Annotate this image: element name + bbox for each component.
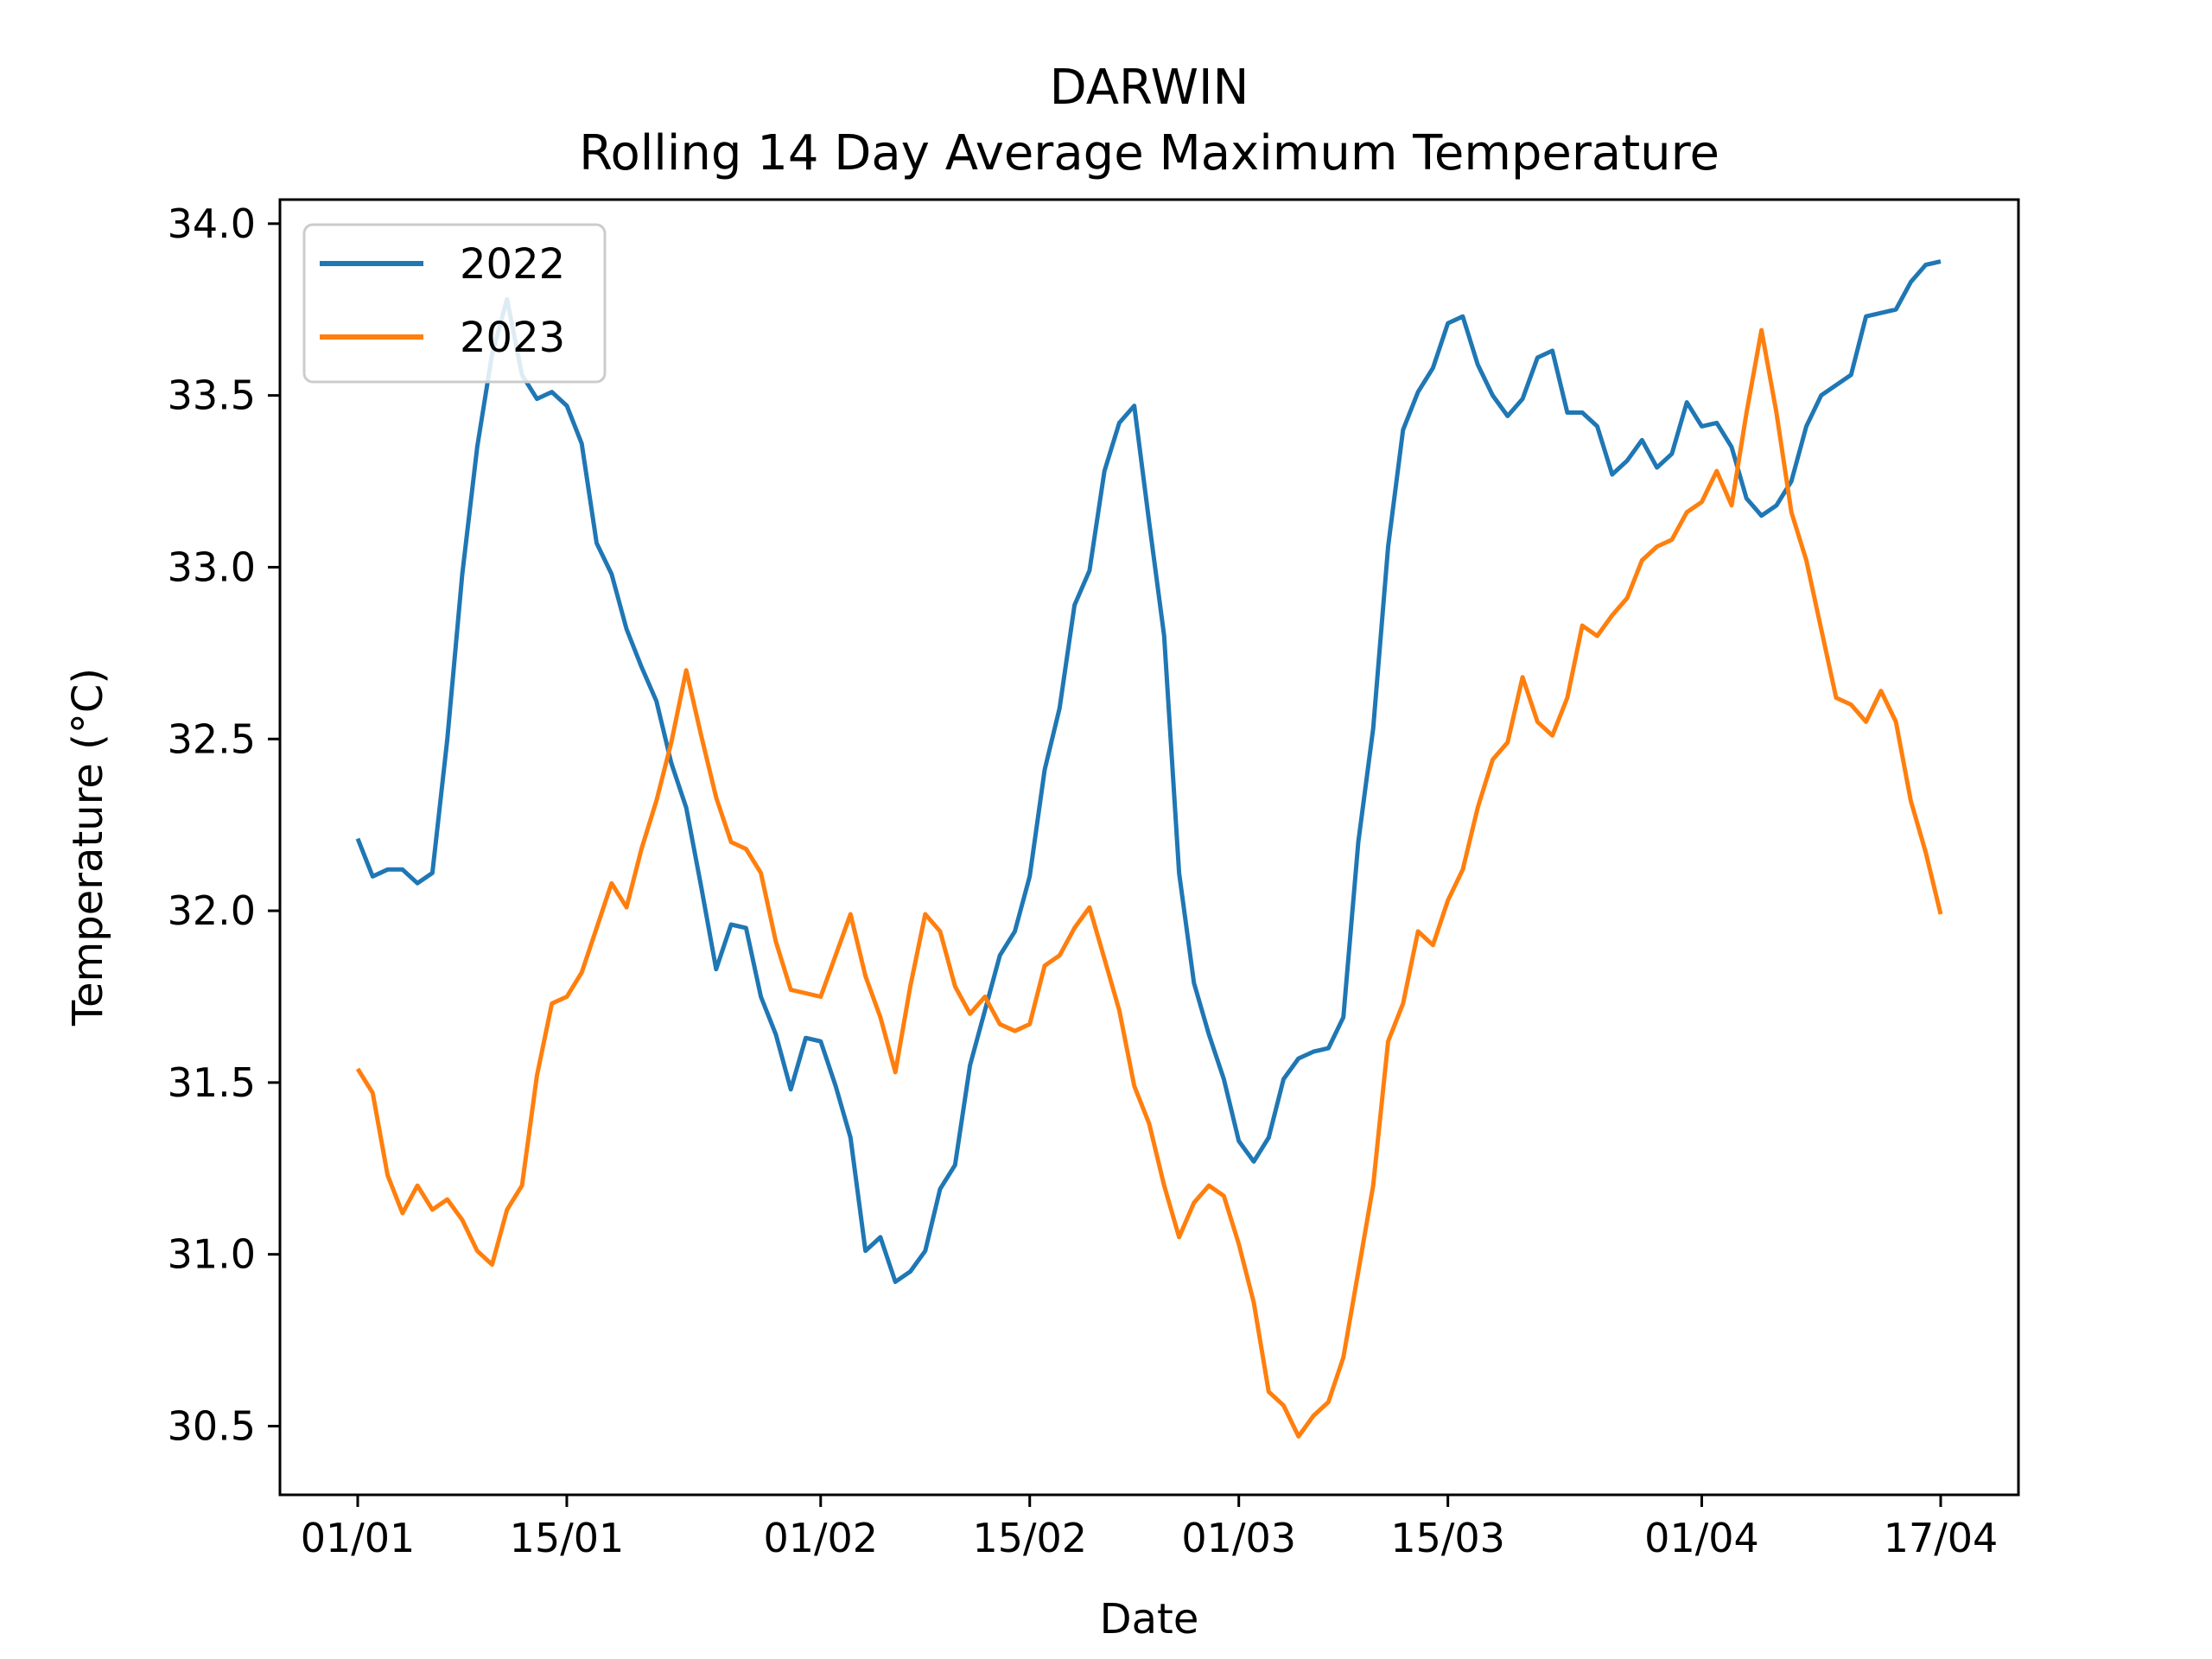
x-tick-label: 01/02 [763,1515,878,1561]
plot-area [355,259,1943,1439]
legend-label-2022: 2022 [460,240,565,289]
series-line-2023 [355,327,1943,1439]
x-axis: 01/01 15/01 01/02 15/02 01/03 15/03 01/04 17/04 [301,1495,1999,1561]
x-tick-label: 01/03 [1181,1515,1296,1561]
x-tick-label: 17/04 [1884,1515,1999,1561]
x-axis-label: Date [1100,1595,1199,1643]
legend: 2022 2023 [302,223,607,384]
chart-title: DARWIN [1050,60,1249,116]
y-tick-label: 32.5 [168,715,256,762]
y-tick-label: 33.0 [168,543,256,590]
y-axis-label: Temperature (°C) [64,668,112,1027]
x-tick-label: 15/01 [510,1515,625,1561]
plot-frame [278,198,2020,1497]
x-tick-label: 15/03 [1390,1515,1505,1561]
chart-subtitle: Rolling 14 Day Average Maximum Temperatu… [579,125,1719,181]
y-tick-label: 32.0 [168,887,256,934]
y-tick-label: 33.5 [168,372,256,419]
y-axis: 30.5 31.0 31.5 32.0 32.5 33.0 33.5 34.0 [168,200,280,1449]
x-tick-label: 15/02 [972,1515,1087,1561]
x-tick-label: 01/04 [1644,1515,1759,1561]
legend-label-2023: 2023 [460,314,565,362]
y-tick-label: 31.0 [168,1231,256,1278]
series-line-2022 [355,259,1942,1284]
x-tick-label: 01/01 [301,1515,416,1561]
y-tick-label: 30.5 [168,1402,256,1449]
y-tick-label: 34.0 [168,200,256,247]
y-tick-label: 31.5 [168,1059,256,1106]
